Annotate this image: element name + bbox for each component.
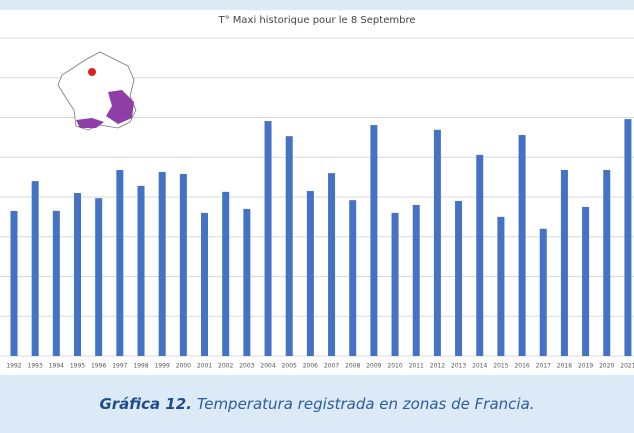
x-tick-label: 2018 — [557, 363, 572, 370]
x-tick-label: 1996 — [91, 363, 106, 370]
bar — [497, 216, 505, 356]
bar — [285, 136, 293, 356]
chart: T° Maxi historique pour le 8 Septembre 1… — [0, 10, 634, 375]
x-tick-label: 2021 — [620, 363, 634, 370]
x-tick-label: 2010 — [387, 363, 402, 370]
x-tick-label: 2017 — [536, 363, 551, 370]
bar — [560, 169, 568, 356]
x-tick-label: 1997 — [112, 363, 127, 370]
x-tick-label: 2006 — [303, 363, 318, 370]
x-tick-label: 2009 — [366, 363, 381, 370]
bar — [31, 181, 39, 356]
x-tick-label: 2008 — [345, 363, 360, 370]
bar — [603, 169, 611, 356]
bar — [582, 206, 590, 356]
bar — [391, 212, 399, 356]
bar — [412, 204, 420, 356]
x-tick-label: 1998 — [133, 363, 148, 370]
x-tick-label: 2016 — [514, 363, 529, 370]
x-tick-label: 2002 — [218, 363, 233, 370]
bar — [455, 200, 463, 356]
bar — [518, 134, 526, 356]
x-tick-label: 2007 — [324, 363, 339, 370]
bar — [10, 210, 18, 356]
x-tick-label: 2004 — [260, 363, 275, 370]
bar — [433, 129, 441, 356]
x-tick-label: 2013 — [451, 363, 466, 370]
bar — [116, 169, 124, 356]
x-tick-label: 2014 — [472, 363, 487, 370]
bar — [476, 154, 484, 356]
x-tick-label: 2000 — [176, 363, 191, 370]
x-tick-label: 2011 — [409, 363, 424, 370]
caption-text: Temperatura registrada en zonas de Franc… — [196, 395, 535, 413]
x-tick-label: 2012 — [430, 363, 445, 370]
bar — [264, 121, 272, 356]
bar — [370, 125, 378, 357]
bar — [539, 228, 547, 356]
bar — [52, 210, 60, 356]
bar — [243, 208, 251, 356]
x-tick-label: 1999 — [155, 363, 170, 370]
x-tick-label: 2020 — [599, 363, 614, 370]
caption-label: Gráfica 12. — [99, 395, 192, 413]
bar — [222, 191, 230, 356]
x-tick-label: 2015 — [493, 363, 508, 370]
bar — [137, 185, 145, 356]
chart-title: T° Maxi historique pour le 8 Septembre — [218, 15, 416, 26]
bar — [349, 200, 357, 356]
bar — [201, 212, 209, 356]
bar — [624, 119, 632, 356]
x-tick-label: 2005 — [282, 363, 297, 370]
bar — [74, 193, 82, 356]
caption: Gráfica 12. Temperatura registrada en zon… — [0, 375, 634, 433]
bar — [95, 198, 103, 356]
france-map — [57, 51, 137, 131]
x-tick-label: 2019 — [578, 363, 593, 370]
bar — [179, 173, 187, 356]
bar — [306, 191, 314, 356]
x-tick-label: 1992 — [6, 363, 21, 370]
x-tick-label: 1995 — [70, 363, 85, 370]
x-tick-label: 1994 — [49, 363, 64, 370]
bar — [158, 171, 166, 356]
x-tick-label: 2001 — [197, 363, 212, 370]
x-tick-label: 1993 — [28, 363, 43, 370]
x-tick-label: 2003 — [239, 363, 254, 370]
bar — [328, 173, 336, 356]
